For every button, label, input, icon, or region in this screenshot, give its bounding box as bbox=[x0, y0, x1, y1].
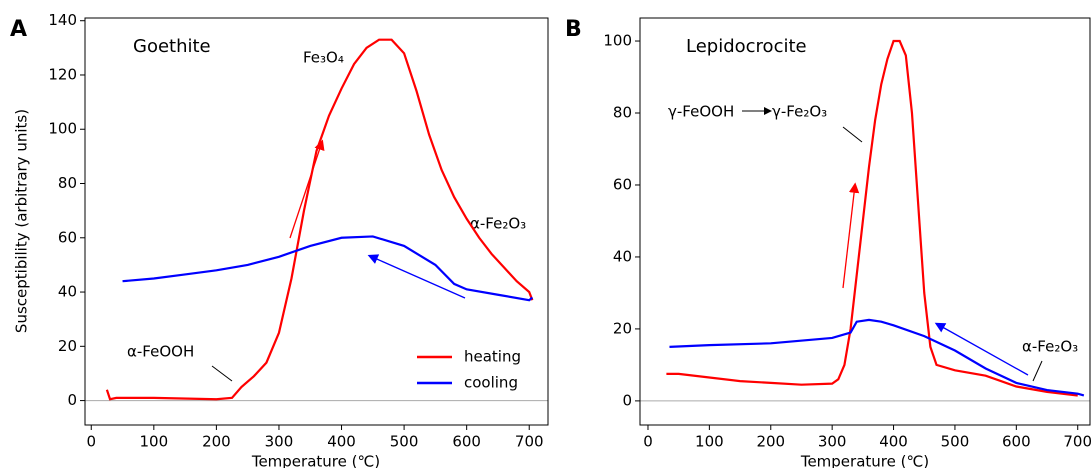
plot-frame bbox=[84, 17, 549, 426]
arrow bbox=[289, 139, 325, 239]
arrow bbox=[934, 322, 1029, 376]
y-tick-label: 40 bbox=[613, 247, 632, 265]
line-series bbox=[105, 38, 534, 401]
x-tick-label: 500 bbox=[941, 433, 970, 451]
leader-line bbox=[211, 365, 233, 382]
x-tick-label: 700 bbox=[1063, 433, 1091, 451]
y-tick-label: 60 bbox=[613, 175, 632, 193]
x-tick-label: 600 bbox=[1002, 433, 1031, 451]
legend-label: cooling bbox=[464, 374, 518, 392]
x-tick-label: 200 bbox=[202, 433, 231, 451]
y-tick-label: 40 bbox=[58, 283, 77, 301]
annotation: γ-Fe₂O₃ bbox=[772, 103, 827, 121]
annotation: γ-FeOOH bbox=[668, 103, 734, 121]
arrow bbox=[367, 254, 466, 299]
annotation: α-Fe₂O₃ bbox=[1022, 338, 1078, 356]
x-tick-label: 100 bbox=[140, 433, 169, 451]
x-tick-label: 700 bbox=[515, 433, 544, 451]
y-axis-label: Susceptibility (arbitrary units) bbox=[13, 109, 31, 333]
line-series bbox=[666, 39, 1078, 397]
x-tick-label: 600 bbox=[452, 433, 481, 451]
annotation: α-FeOOH bbox=[127, 343, 194, 361]
y-tick-label: 0 bbox=[67, 391, 77, 409]
x-tick-label: 400 bbox=[327, 433, 356, 451]
x-axis-label: Temperature (℃) bbox=[251, 453, 380, 468]
x-tick-label: 300 bbox=[265, 433, 294, 451]
y-tick-label: 140 bbox=[48, 11, 77, 29]
annotation: Fe₃O₄ bbox=[303, 49, 344, 67]
plot-frame bbox=[639, 17, 1091, 426]
y-tick-label: 80 bbox=[58, 174, 77, 192]
line-series bbox=[669, 318, 1085, 397]
legend-label: heating bbox=[464, 348, 521, 366]
x-tick-label: 400 bbox=[879, 433, 908, 451]
x-tick-label: 500 bbox=[390, 433, 419, 451]
y-tick-label: 100 bbox=[48, 120, 77, 138]
panel-label: B bbox=[565, 17, 582, 42]
annotation: Lepidocrocite bbox=[686, 36, 807, 57]
x-tick-label: 200 bbox=[756, 433, 785, 451]
y-tick-label: 20 bbox=[58, 337, 77, 355]
leader-line bbox=[1032, 360, 1043, 382]
line-series bbox=[122, 235, 534, 302]
x-tick-label: 100 bbox=[695, 433, 724, 451]
x-tick-label: 0 bbox=[643, 433, 653, 451]
y-tick-label: 100 bbox=[603, 32, 632, 50]
y-tick-label: 60 bbox=[58, 228, 77, 246]
y-tick-label: 0 bbox=[622, 391, 632, 409]
annotation: α-Fe₂O₃ bbox=[470, 215, 526, 233]
y-tick-label: 120 bbox=[48, 65, 77, 83]
panel-label: A bbox=[10, 17, 27, 42]
x-tick-label: 0 bbox=[86, 433, 96, 451]
annotation: Goethite bbox=[133, 36, 211, 57]
arrow bbox=[842, 182, 860, 289]
leader-line bbox=[842, 126, 863, 143]
y-tick-label: 80 bbox=[613, 104, 632, 122]
x-axis-label: Temperature (℃) bbox=[800, 453, 929, 468]
y-tick-label: 20 bbox=[613, 319, 632, 337]
x-tick-label: 300 bbox=[818, 433, 847, 451]
